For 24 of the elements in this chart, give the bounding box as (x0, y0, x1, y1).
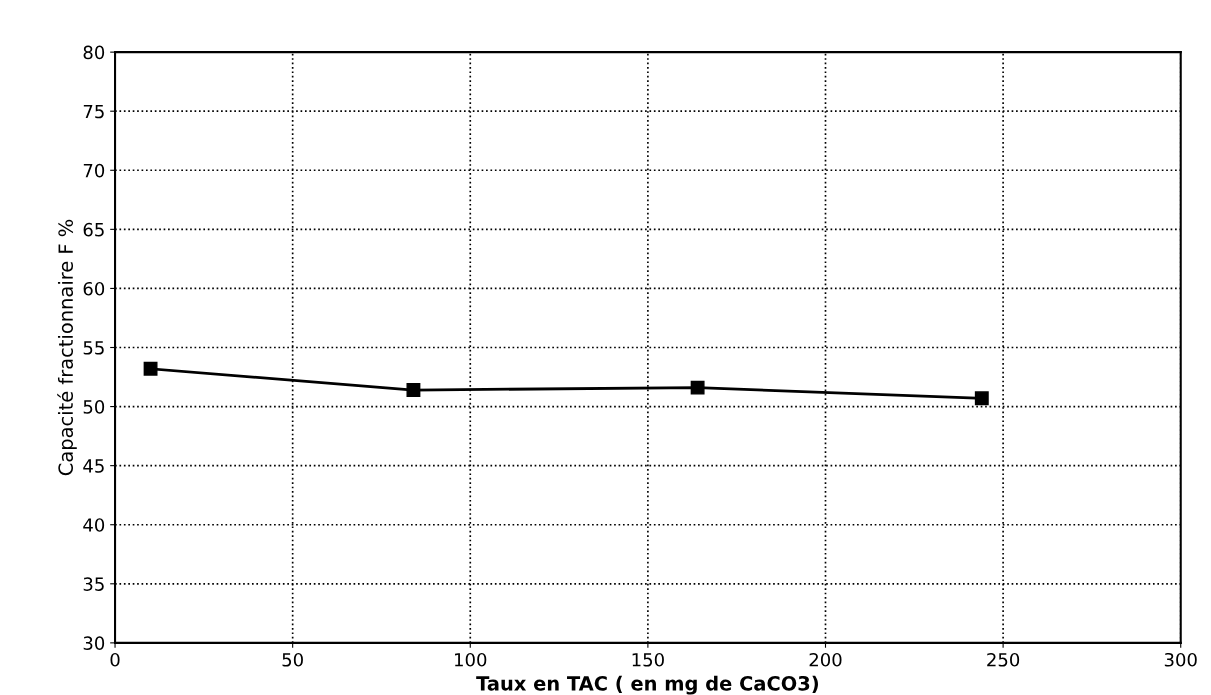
y-tick-label: 30 (83, 636, 105, 650)
y-tick-label: 50 (83, 400, 105, 414)
point (406, 383, 421, 397)
y-axis-title: Capacité fractionnaire F % (57, 219, 77, 476)
y-tick-label: 40 (83, 518, 105, 532)
y-tick-label: 45 (83, 459, 104, 473)
y-tick-label: 70 (83, 163, 105, 178)
x-tick-label: 250 (987, 652, 1020, 667)
y-tick-label: 60 (83, 281, 105, 296)
x-tick-label: 50 (282, 652, 303, 667)
point (143, 361, 158, 376)
y-tick-label: 65 (83, 222, 104, 237)
y-tick-label: 55 (83, 341, 104, 355)
x-axis-title: Taux en TAC ( en mg de CaCO3) (476, 675, 818, 695)
x-tick-label: 150 (632, 652, 664, 667)
x-tick-label: 200 (809, 652, 842, 667)
y-tick-label: 35 (83, 577, 104, 591)
x-tick-label: 300 (1164, 652, 1197, 667)
x-tick-label: 100 (455, 652, 487, 667)
point (974, 391, 989, 406)
x-tick-label: 0 (110, 652, 120, 667)
y-tick-label: 75 (83, 104, 104, 119)
point (690, 380, 705, 395)
y-tick-label: 80 (83, 45, 105, 60)
